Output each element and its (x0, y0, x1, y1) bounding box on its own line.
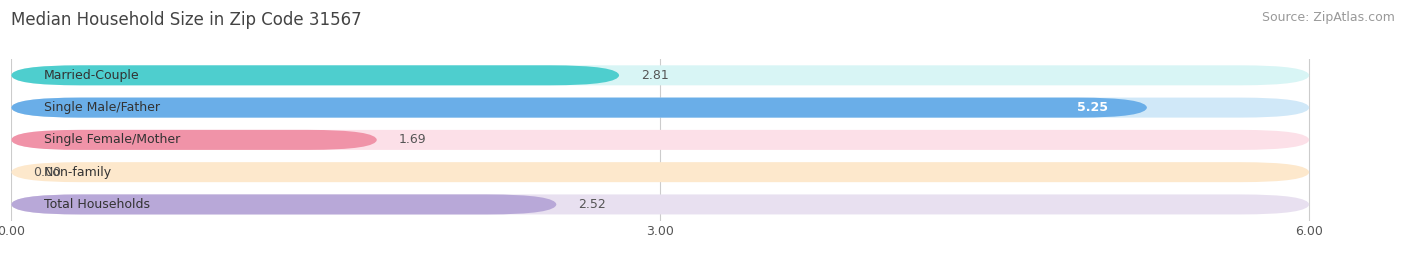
Text: Non-family: Non-family (44, 166, 112, 179)
Text: Single Male/Father: Single Male/Father (44, 101, 160, 114)
Text: 2.81: 2.81 (641, 69, 668, 82)
Text: Median Household Size in Zip Code 31567: Median Household Size in Zip Code 31567 (11, 11, 361, 29)
FancyBboxPatch shape (11, 98, 1309, 118)
FancyBboxPatch shape (11, 162, 1309, 182)
Text: Total Households: Total Households (44, 198, 149, 211)
FancyBboxPatch shape (11, 98, 1147, 118)
Text: 5.25: 5.25 (1077, 101, 1108, 114)
Text: Single Female/Mother: Single Female/Mother (44, 133, 180, 146)
FancyBboxPatch shape (11, 130, 1309, 150)
Text: 0.00: 0.00 (32, 166, 60, 179)
Text: Source: ZipAtlas.com: Source: ZipAtlas.com (1261, 11, 1395, 24)
FancyBboxPatch shape (11, 194, 1309, 214)
FancyBboxPatch shape (11, 130, 377, 150)
Text: Married-Couple: Married-Couple (44, 69, 139, 82)
FancyBboxPatch shape (11, 65, 619, 85)
Text: 1.69: 1.69 (398, 133, 426, 146)
FancyBboxPatch shape (11, 65, 1309, 85)
FancyBboxPatch shape (11, 194, 557, 214)
Text: 2.52: 2.52 (578, 198, 606, 211)
